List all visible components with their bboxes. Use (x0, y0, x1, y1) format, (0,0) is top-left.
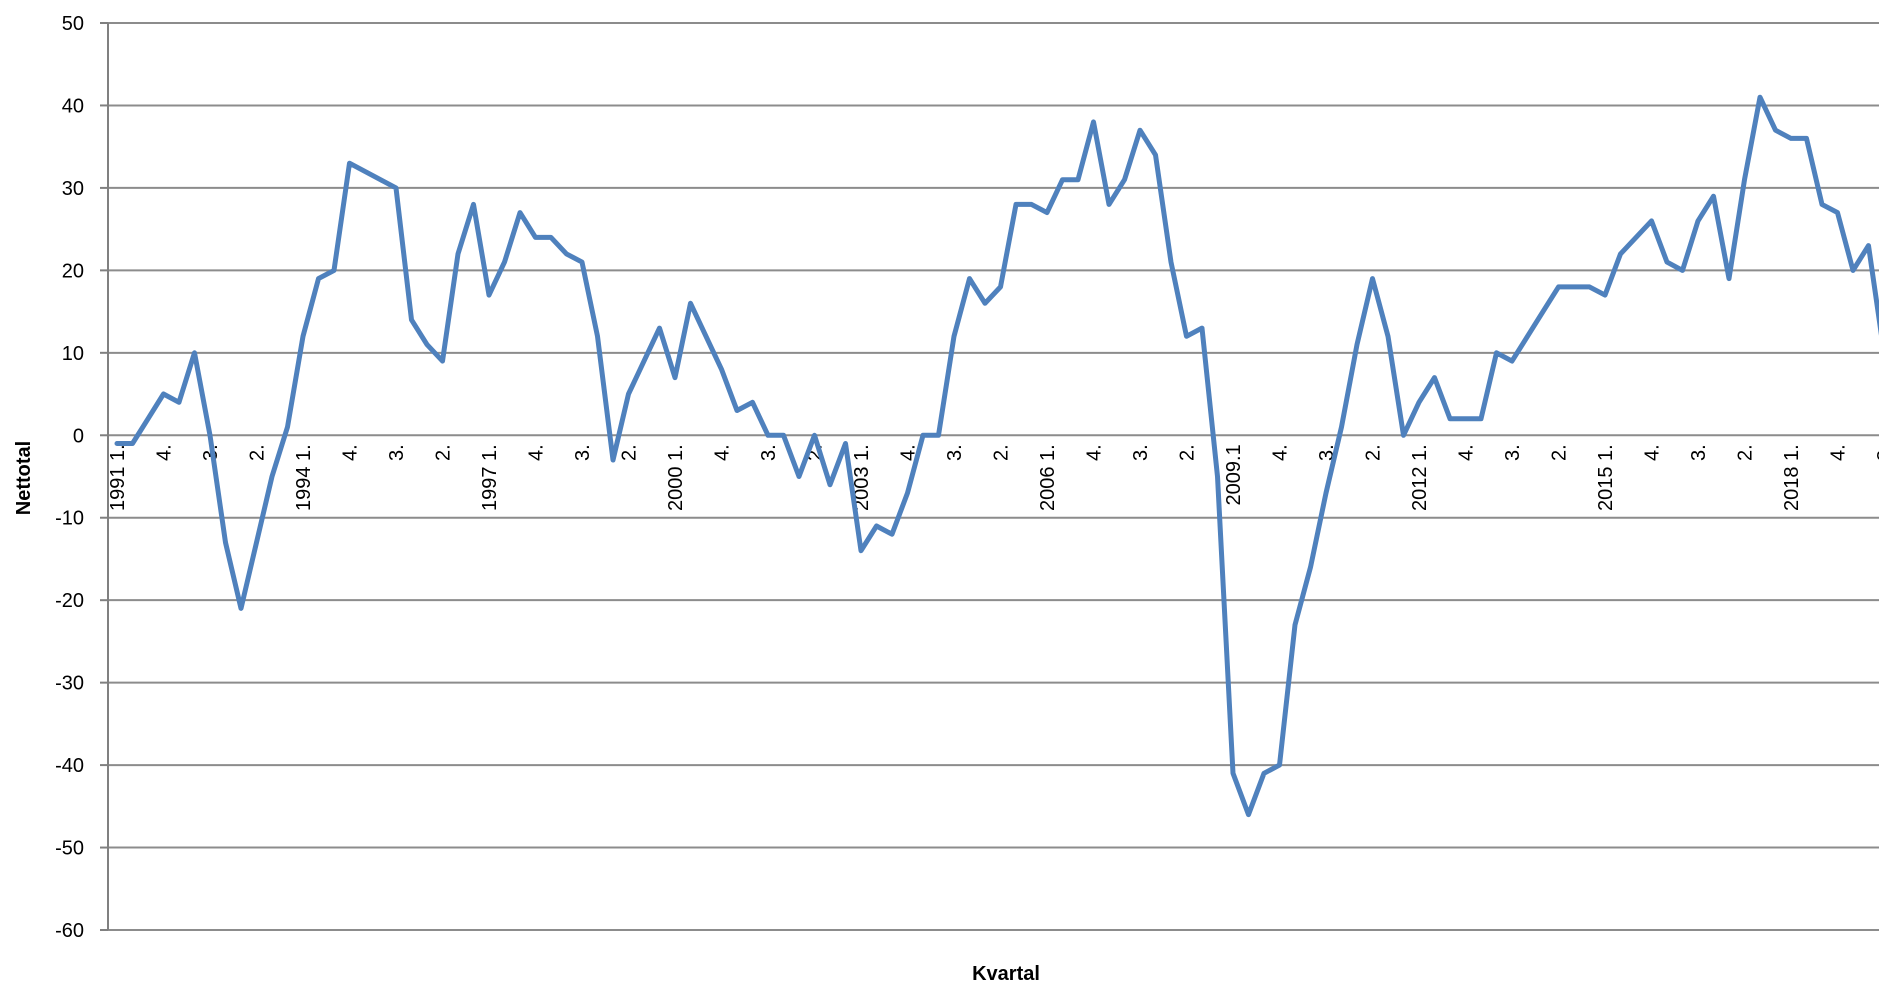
series-line (114, 94, 1879, 818)
x-tick-label: 1991 1. (107, 444, 129, 511)
y-tick-label: 20 (62, 260, 84, 282)
x-tick-label: 2. (1177, 444, 1199, 461)
x-axis-title: Kvartal (972, 963, 1040, 985)
x-tick-label: 2018 1. (1781, 444, 1803, 511)
y-tick-label: -40 (55, 755, 84, 777)
x-tick-label: 2. (991, 444, 1013, 461)
y-tick-label: -60 (55, 920, 84, 942)
x-tick-label: 3. (1688, 444, 1710, 461)
y-tick-label: 0 (73, 425, 84, 447)
x-tick-label: 4. (1084, 444, 1106, 461)
y-axis-ticks: 50 40 30 20 10 0 -10 -20 -30 -40 -50 -60 (55, 13, 108, 942)
x-tick-label: 3. (944, 444, 966, 461)
x-tick-label: 2. (1363, 444, 1385, 461)
x-tick-label: 3. (572, 444, 594, 461)
y-tick-label: -50 (55, 838, 84, 860)
x-tick-label: 4. (154, 444, 176, 461)
x-tick-label: 3. (1130, 444, 1152, 461)
x-tick-label: 1997 1. (479, 444, 501, 511)
x-tick-label: 4. (526, 444, 548, 461)
x-tick-label: 2. (247, 444, 269, 461)
x-tick-label: 2000 1. (665, 444, 687, 511)
x-tick-label: 2006 1. (1037, 444, 1059, 511)
x-tick-label: 4. (1456, 444, 1478, 461)
x-tick-label: 4. (1270, 444, 1292, 461)
x-tick-label: 2. (433, 444, 455, 461)
x-tick-label: 4. (898, 444, 920, 461)
y-tick-label: 30 (62, 178, 84, 200)
x-tick-label: 2003 1. (851, 444, 873, 511)
y-tick-label: 50 (62, 13, 84, 35)
y-axis-title: Nettotal (13, 441, 35, 515)
x-tick-label: 4. (1642, 444, 1664, 461)
x-tick-label: 2012 1. (1409, 444, 1431, 511)
y-tick-label: -30 (55, 673, 84, 695)
x-tick-label: 4. (340, 444, 362, 461)
x-tick-label: 1994 1. (293, 444, 315, 511)
gridlines (108, 22, 1879, 931)
x-tick-label: 2009.1 (1223, 444, 1245, 505)
y-tick-label: -10 (55, 508, 84, 530)
x-tick-label: 2. (619, 444, 641, 461)
x-tick-label: 2. (1549, 444, 1571, 461)
x-tick-label: 3. (386, 444, 408, 461)
y-tick-label: 40 (62, 95, 84, 117)
x-tick-label: 2. (1735, 444, 1757, 461)
x-tick-label: 3. (758, 444, 780, 461)
x-axis-ticks: 1991 1. 4. 3. 2. 1994 1. 4. 3. 2. 1997 1. 4. 3. 2. 2… (107, 444, 1879, 511)
y-tick-label: 10 (62, 343, 84, 365)
x-tick-label: 2015 1. (1595, 444, 1617, 511)
x-tick-label: 3. (1874, 444, 1879, 461)
x-tick-label: 3. (1502, 444, 1524, 461)
x-tick-label: 4. (1828, 444, 1850, 461)
x-tick-label: 4. (712, 444, 734, 461)
y-tick-label: -20 (55, 590, 84, 612)
